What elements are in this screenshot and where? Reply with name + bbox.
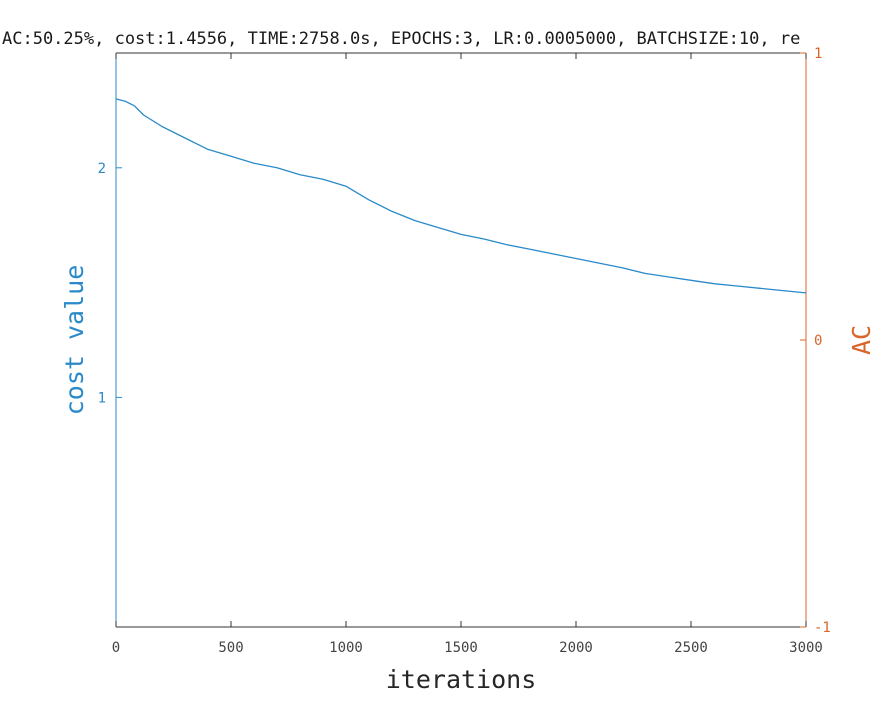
x-tick-label: 3000 <box>789 640 823 656</box>
x-tick-label: 2500 <box>674 640 708 656</box>
y2-tick-label: 1 <box>814 46 822 62</box>
y2-tick-label: 0 <box>814 333 822 349</box>
y-tick-label: 1 <box>98 390 106 406</box>
x-tick-label: 0 <box>112 640 120 656</box>
x-tick-label: 1500 <box>444 640 478 656</box>
series-layer <box>115 98 807 294</box>
x-tick-label: 1000 <box>329 640 363 656</box>
y-axis-ticks: 12 <box>98 161 122 406</box>
x-axis-ticks: 0 500 1000 1500 2000 2500 3000 <box>112 53 823 656</box>
series-line-cost <box>115 98 807 294</box>
y-axis-label: cost value <box>60 265 89 416</box>
y-tick-label: 2 <box>98 161 106 177</box>
y2-axis-label: AC <box>847 325 876 355</box>
x-axis-label: iterations <box>386 665 537 694</box>
x-tick-label: 500 <box>218 640 243 656</box>
axes <box>115 52 807 628</box>
y2-tick-label: -1 <box>814 620 831 636</box>
x-tick-label: 2000 <box>559 640 593 656</box>
chart-title: AC:50.25%, cost:1.4556, TIME:2758.0s, EP… <box>2 29 800 49</box>
y2-axis-ticks: -1 0 1 <box>800 46 831 636</box>
